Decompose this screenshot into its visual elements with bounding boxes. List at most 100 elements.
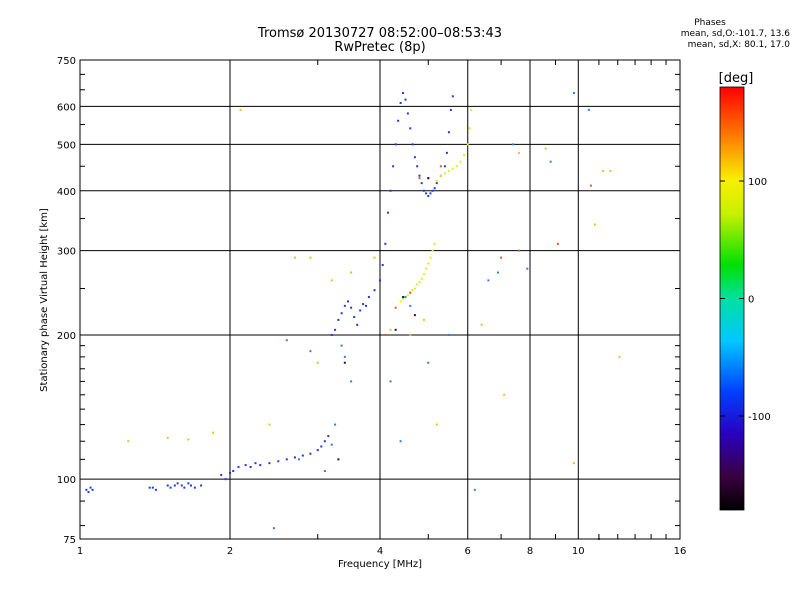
data-point (316, 449, 319, 452)
phases-title: Phases (694, 18, 726, 28)
data-point (413, 314, 416, 317)
data-point (402, 296, 405, 299)
data-point (435, 423, 438, 426)
grid-lines (80, 60, 680, 539)
data-point (402, 297, 405, 300)
data-point (439, 165, 442, 168)
y-tick-label: 200 (57, 331, 76, 342)
y-tick-label: 100 (57, 475, 76, 486)
data-point (285, 458, 288, 461)
data-point (166, 436, 169, 439)
data-point (220, 474, 223, 477)
chart-subtitle: RwPretec (8p) (334, 40, 426, 55)
data-point (500, 256, 503, 259)
data-point (183, 486, 186, 489)
data-point (249, 466, 252, 469)
data-point (447, 169, 450, 172)
data-point (330, 443, 333, 446)
y-tick-label: 500 (57, 140, 76, 151)
data-point (470, 108, 473, 111)
data-point (330, 279, 333, 282)
data-point (399, 101, 402, 104)
data-point (517, 151, 520, 154)
colorbar-tick-label: 0 (748, 295, 754, 306)
data-point (87, 491, 90, 494)
data-point (526, 267, 529, 270)
data-point (394, 328, 397, 331)
colorbar-tick-label: -100 (748, 412, 771, 423)
data-point (293, 256, 296, 259)
data-point (503, 393, 506, 396)
data-point (589, 184, 592, 187)
data-point (399, 300, 402, 303)
data-point (431, 189, 434, 192)
data-point (439, 174, 442, 177)
data-point (593, 223, 596, 226)
data-point (572, 462, 575, 465)
data-point (350, 380, 353, 383)
data-point (418, 177, 421, 180)
data-point (406, 294, 409, 297)
data-point (413, 156, 416, 159)
data-point (323, 469, 326, 472)
data-point (418, 280, 421, 283)
data-point (601, 169, 604, 172)
data-point (346, 300, 349, 303)
data-point (193, 486, 196, 489)
data-point (232, 469, 235, 472)
data-point (237, 466, 240, 469)
y-tick-label: 400 (57, 187, 76, 198)
data-point (334, 423, 337, 426)
data-point (343, 355, 346, 358)
y-axis-label: Stationary phase Virtual Height [km] (39, 208, 50, 392)
data-point (447, 131, 450, 134)
data-point (427, 361, 430, 364)
data-point (459, 160, 462, 163)
data-point (427, 262, 430, 265)
colorbar-tick-label: 100 (748, 177, 767, 188)
axis-ticks (80, 60, 680, 539)
data-point (334, 328, 337, 331)
data-point (169, 486, 172, 489)
data-point (309, 350, 312, 353)
data-point (180, 484, 183, 487)
data-point (367, 296, 370, 299)
data-point (402, 91, 405, 94)
data-point (384, 333, 387, 336)
data-point (517, 249, 520, 252)
data-point (389, 380, 392, 383)
data-point (148, 486, 151, 489)
data-point (409, 304, 412, 307)
y-tick-label: 600 (57, 102, 76, 113)
data-point (350, 271, 353, 274)
data-point (244, 464, 247, 467)
data-point (455, 165, 458, 168)
phases-x-stats: mean, sd,X: 80.1, 17.0 (687, 40, 790, 50)
data-point (487, 279, 490, 282)
data-point (480, 323, 483, 326)
data-point (229, 472, 231, 475)
data-point (447, 333, 450, 336)
x-tick-label: 2 (227, 546, 233, 557)
data-point (268, 423, 271, 426)
data-point (433, 242, 436, 245)
data-point (309, 452, 312, 455)
data-point (556, 242, 559, 245)
data-point (359, 309, 362, 312)
data-point (422, 189, 425, 192)
data-point (496, 271, 499, 274)
data-point (473, 488, 476, 491)
data-point (433, 187, 436, 190)
data-point (316, 361, 319, 364)
data-point (384, 242, 387, 245)
y-tick-labels: 75 100 200 300 400 500 600 750 (57, 56, 76, 546)
data-point (422, 273, 425, 276)
data-point (272, 527, 275, 530)
data-point (468, 127, 471, 130)
data-point (394, 143, 397, 146)
data-point (443, 165, 446, 168)
data-point (451, 167, 454, 170)
data-point (173, 484, 176, 487)
data-point (356, 323, 359, 326)
data-point (404, 98, 407, 101)
